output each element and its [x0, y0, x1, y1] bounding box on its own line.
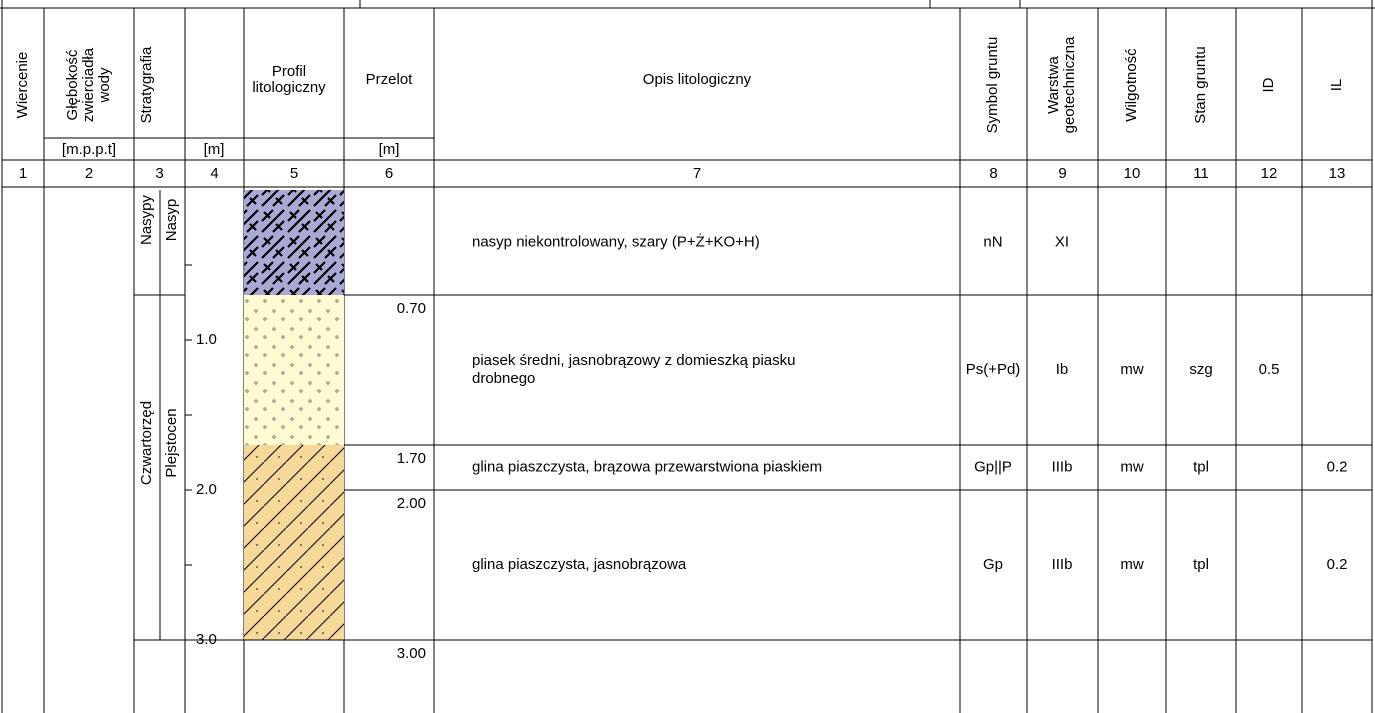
- cell-value: nN: [983, 233, 1002, 250]
- stratigraphy-group: Czwartorzęd: [138, 401, 155, 485]
- column-number: 13: [1329, 165, 1346, 182]
- depth-label: 0.70: [397, 300, 426, 317]
- column-number: 4: [210, 165, 218, 182]
- depth-label: 2.00: [397, 495, 426, 512]
- header-label: IL: [1328, 79, 1345, 92]
- cell-value: 0.5: [1259, 361, 1280, 378]
- stratigraphy-unit: Nasyp: [163, 199, 180, 242]
- cell-value: mw: [1120, 556, 1143, 573]
- depth-label: 1.70: [397, 450, 426, 467]
- cell-value: tpl: [1193, 556, 1209, 573]
- column-number: 2: [85, 165, 93, 182]
- column-number: 10: [1124, 165, 1141, 182]
- scale-label: 2.0: [196, 481, 217, 498]
- column-number: 1: [19, 165, 27, 182]
- depth-label: 3.00: [397, 645, 426, 662]
- column-number: 5: [290, 165, 298, 182]
- column-number: 3: [155, 165, 163, 182]
- lithology-fill: [244, 490, 344, 640]
- lithology-fill: [244, 190, 344, 295]
- header-label: litologiczny: [252, 79, 326, 96]
- stratigraphy-unit: Plejstocen: [163, 408, 180, 477]
- header-label: ID: [1260, 77, 1277, 92]
- column-number: 6: [385, 165, 393, 182]
- cell-value: Gp||P: [974, 458, 1012, 475]
- header-label: Stratygrafia: [138, 46, 155, 123]
- cell-value: Ps(+Pd): [966, 361, 1021, 378]
- table-text: Wiercenie Głębokość zwierciadła wody Stratyg…: [14, 36, 1347, 662]
- column-number: 9: [1058, 165, 1066, 182]
- header-label: wody: [96, 67, 113, 104]
- description: glina piaszczysta, brązowa przewarstwion…: [472, 458, 822, 475]
- stratigraphy-group: Nasypy: [138, 194, 155, 245]
- description: piasek średni, jasnobrązowy z domieszką …: [472, 352, 796, 369]
- header-label: Warstwa: [1045, 55, 1062, 113]
- unit-label: [m]: [204, 141, 225, 158]
- header-label: Wilgotność: [1123, 48, 1140, 122]
- cell-value: 0.2: [1327, 458, 1348, 475]
- column-number: 7: [693, 165, 701, 182]
- header-label: Wiercenie: [14, 52, 31, 119]
- lithology-fill: [244, 295, 344, 445]
- description: glina piaszczysta, jasnobrązowa: [472, 556, 687, 573]
- header-label: Profil: [272, 63, 306, 80]
- header-label: Symbol gruntu: [984, 37, 1001, 134]
- cell-value: 0.2: [1327, 556, 1348, 573]
- header-label: Głębokość: [64, 49, 81, 120]
- scale-label: 3.0: [196, 631, 217, 648]
- cell-value: XI: [1055, 233, 1069, 250]
- column-number: 12: [1261, 165, 1278, 182]
- cell-value: IIIb: [1052, 458, 1073, 475]
- header-label: Opis litologiczny: [643, 71, 752, 88]
- unit-label: [m]: [379, 141, 400, 158]
- cell-value: IIIb: [1052, 556, 1073, 573]
- unit-label: [m.p.p.t]: [62, 141, 116, 158]
- cell-value: Gp: [983, 556, 1003, 573]
- header-label: Stan gruntu: [1192, 46, 1209, 124]
- header-label: geotechniczna: [1061, 36, 1078, 133]
- column-number: 11: [1193, 165, 1209, 182]
- description: nasyp niekontrolowany, szary (P+Ż+KO+H): [472, 232, 760, 250]
- header-label: zwierciadła: [80, 47, 97, 122]
- cell-value: tpl: [1193, 458, 1209, 475]
- lithology-fill: [244, 445, 344, 490]
- scale-label: 1.0: [196, 331, 217, 348]
- header-label: Przelot: [366, 71, 414, 88]
- cell-value: mw: [1120, 458, 1143, 475]
- cell-value: Ib: [1056, 361, 1069, 378]
- cell-value: mw: [1120, 361, 1143, 378]
- description: drobnego: [472, 370, 535, 387]
- cell-value: szg: [1189, 361, 1212, 378]
- column-number: 8: [989, 165, 997, 182]
